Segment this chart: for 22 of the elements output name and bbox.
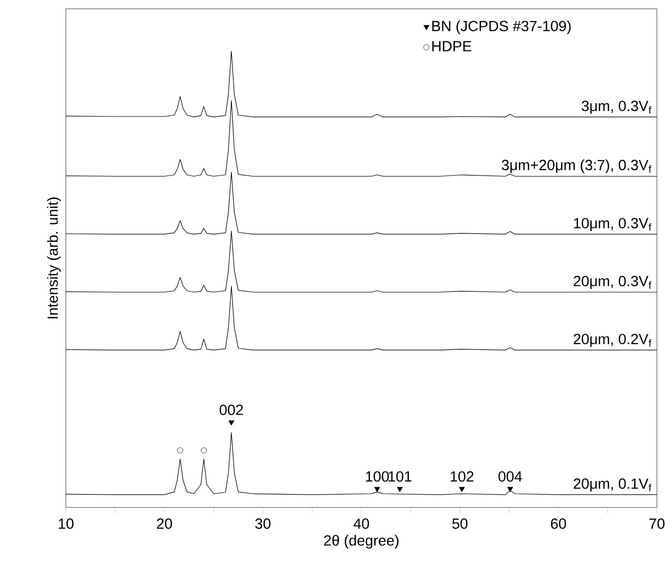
annotation: 101: [388, 471, 412, 482]
series-label: 10μm, 0.3V$_{f}$: [574, 218, 652, 231]
series-label: 3μm, 0.3V$_{f}$: [582, 100, 652, 114]
y-axis-title: Intensity (arb. unit): [47, 197, 61, 318]
series-label: 20μm, 0.2V$_{f}$: [574, 334, 652, 347]
x-tick-label: 60: [551, 518, 566, 529]
x-tick-label: 10: [58, 518, 74, 529]
annotation: 004: [498, 471, 522, 482]
legend-label: BN (JCPDS #37-109): [432, 20, 571, 34]
series-label: 3μm+20μm (3:7), 0.3V$_{f}$: [502, 159, 652, 173]
x-tick-label: 50: [452, 518, 468, 529]
series-label: 20μm, 0.1V$_{f}$: [574, 478, 652, 492]
x-tick-label: 40: [354, 518, 369, 529]
x-tick-label: 20: [156, 518, 172, 529]
series-label: 20μm, 0.3V$_{f}$: [574, 276, 652, 289]
annotation: 100: [366, 471, 389, 482]
legend-label: HDPE: [432, 40, 472, 52]
x-tick-label: 70: [650, 518, 665, 529]
annotation: 002: [220, 404, 243, 415]
x-axis-title: 2θ (degree): [324, 534, 398, 548]
annotation: 102: [450, 471, 474, 482]
x-tick-label: 30: [255, 518, 270, 529]
